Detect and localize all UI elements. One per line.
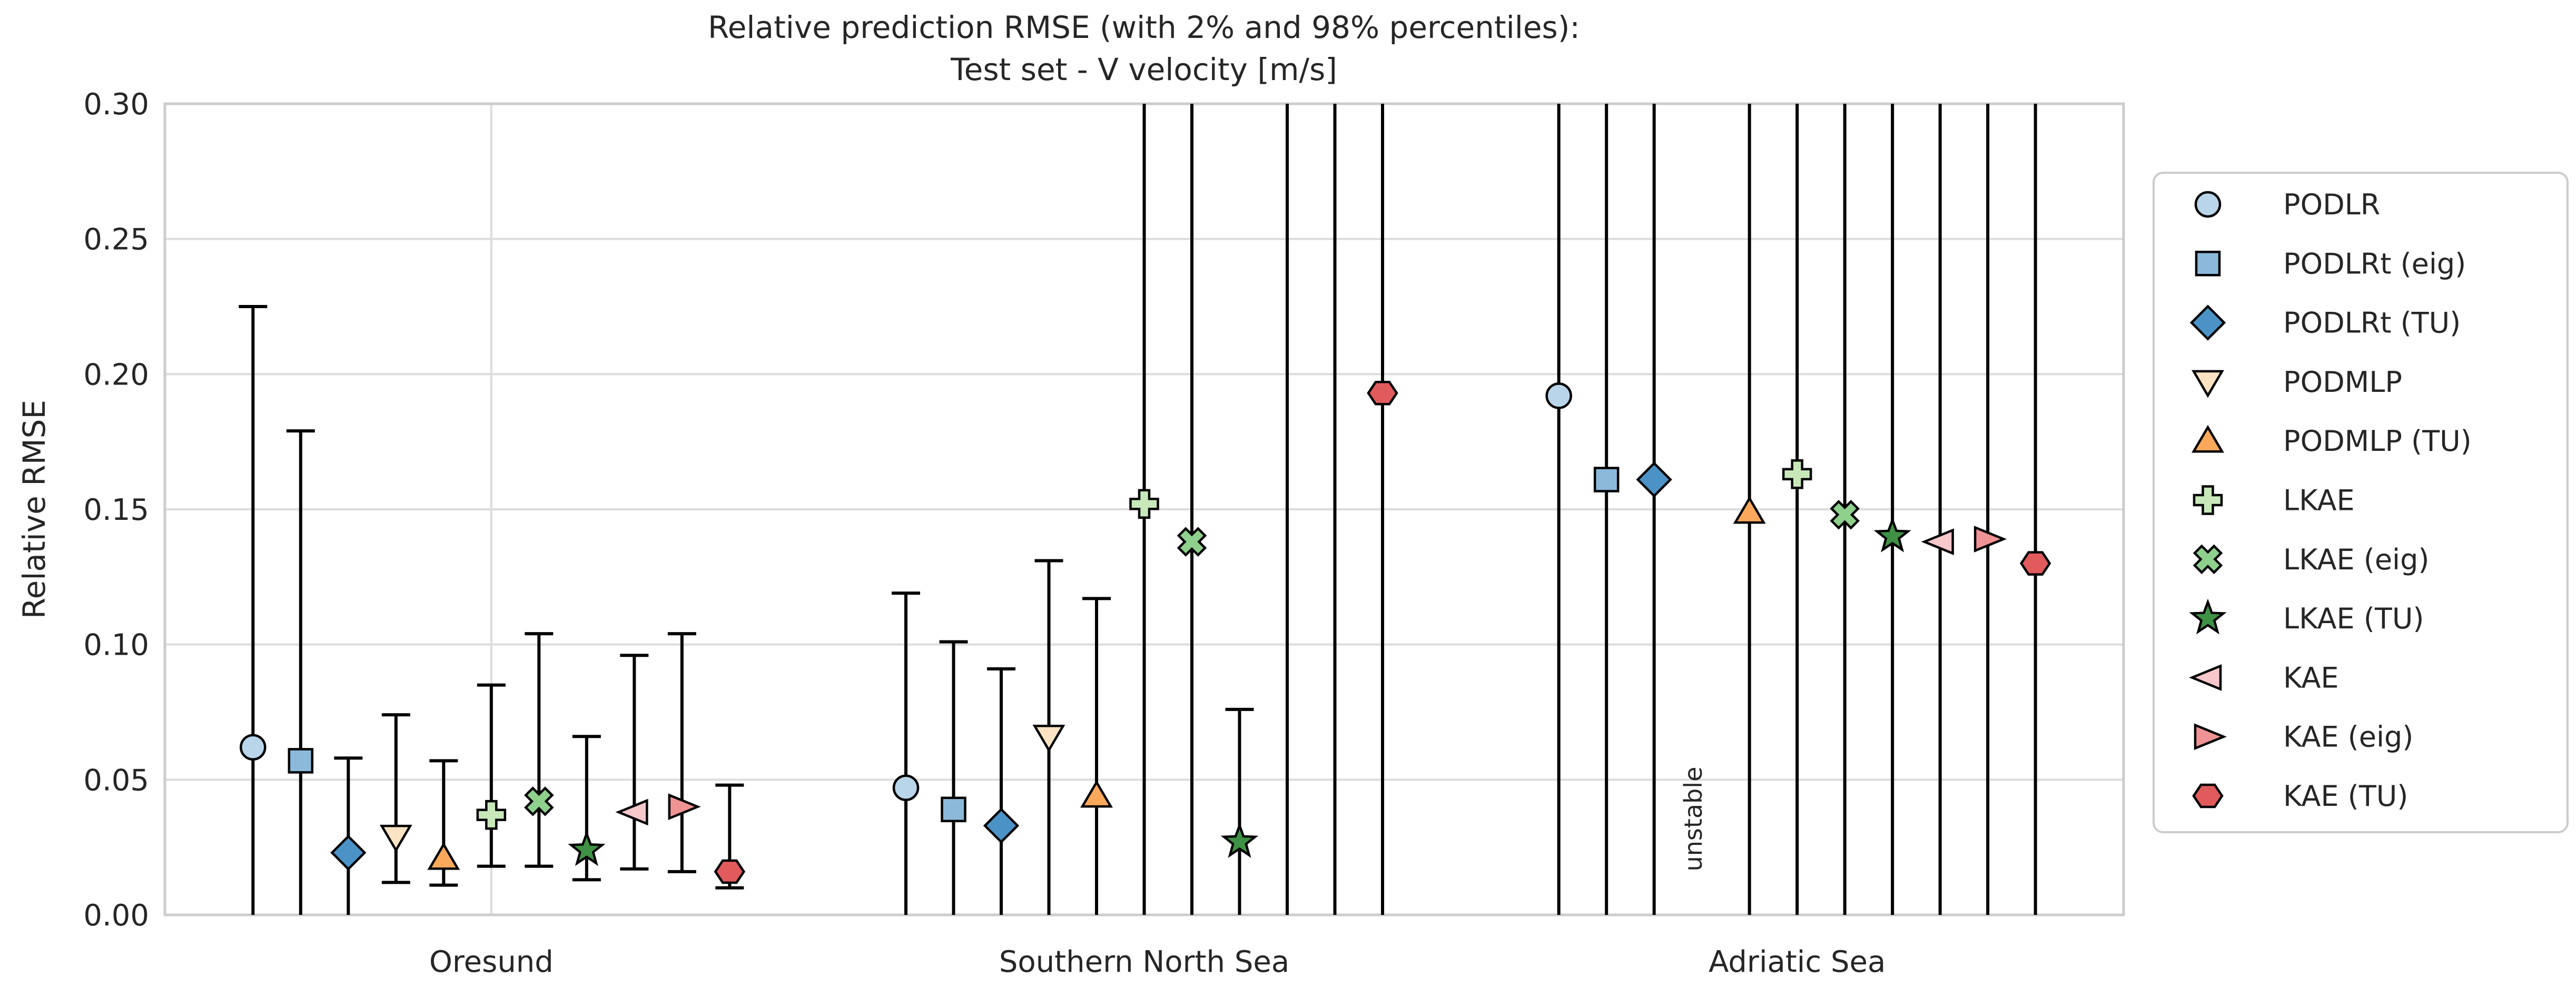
marker-PODLRt (TU)-Oresund xyxy=(330,834,367,871)
marker-PODLR-Adriatic Sea xyxy=(1545,382,1572,409)
legend-item-KAE (eig): KAE (eig) xyxy=(2194,721,2413,754)
legend-marker-hexagon-icon xyxy=(2192,783,2224,808)
marker-PODMLP (TU)-Southern North Sea xyxy=(1080,780,1113,808)
marker-PODMLP-Southern North Sea xyxy=(1032,724,1065,753)
marker-KAE (TU)-Oresund xyxy=(714,859,746,884)
marker-KAE (TU)-Adriatic Sea xyxy=(2019,551,2051,576)
y-tick-label: 0.20 xyxy=(83,358,149,392)
legend-item-LKAE (TU): LKAE (TU) xyxy=(2189,598,2424,635)
chart-title-line2: Test set - V velocity [m/s] xyxy=(950,52,1337,87)
marker-PODLRt (eig)-Oresund xyxy=(288,748,314,774)
legend-item-label: LKAE (eig) xyxy=(2283,543,2429,576)
marker-LKAE (TU)-Southern North Sea xyxy=(1220,822,1259,858)
legend-item-PODMLP (TU): PODMLP (TU) xyxy=(2192,425,2472,458)
marker-LKAE (eig)-Oresund xyxy=(524,786,554,816)
y-tick-label: 0.30 xyxy=(83,87,149,122)
legend-item-label: LKAE xyxy=(2283,484,2355,517)
x-tick-label: Adriatic Sea xyxy=(1709,945,1886,979)
y-tick-label: 0.00 xyxy=(83,899,149,933)
legend-item-PODLRt (eig): PODLRt (eig) xyxy=(2195,247,2466,280)
x-tick-label: Oresund xyxy=(429,945,554,979)
y-tick-label: 0.10 xyxy=(83,628,149,663)
legend-marker-triangle-down-icon xyxy=(2192,370,2224,398)
legend-box xyxy=(2153,172,2569,833)
legend-marker-triangle-right-icon xyxy=(2194,723,2227,751)
axis-ticks: 0.00 0.05 0.10 0.15 0.20 0.25 0.30 Oresund South… xyxy=(83,87,1886,979)
unstable-label: unstable xyxy=(1679,767,1708,872)
y-axis-label: Relative RMSE xyxy=(16,400,52,619)
chart-title-line1: Relative prediction RMSE (with 2% and 98… xyxy=(708,9,1580,45)
marker-KAE (eig)-Oresund xyxy=(668,793,701,821)
marker-LKAE (eig)-Adriatic Sea xyxy=(1830,499,1860,530)
marker-LKAE (TU)-Oresund xyxy=(568,830,606,866)
legend-item-label: PODLR xyxy=(2283,188,2380,221)
legend-item-label: KAE (TU) xyxy=(2283,780,2408,813)
legend-marker-star-icon xyxy=(2189,598,2227,635)
legend-item-PODLR: PODLR xyxy=(2194,188,2380,221)
legend-item-PODMLP: PODMLP xyxy=(2192,366,2402,399)
legend-item-label: PODMLP xyxy=(2283,366,2402,399)
legend-marker-x-icon xyxy=(2193,544,2223,575)
legend: PODLR PODLRt (eig) PODLRt (TU) PODMLP PODMLP… xyxy=(2153,172,2569,833)
y-tick-label: 0.05 xyxy=(83,763,149,797)
legend-item-label: PODLRt (TU) xyxy=(2283,307,2461,340)
legend-item-KAE: KAE xyxy=(2189,661,2339,694)
legend-item-LKAE: LKAE xyxy=(2193,484,2355,517)
legend-item-KAE (TU): KAE (TU) xyxy=(2192,780,2408,813)
legend-item-PODLRt (TU): PODLRt (TU) xyxy=(2189,304,2461,341)
legend-marker-diamond-icon xyxy=(2189,304,2226,341)
y-tick-label: 0.25 xyxy=(83,223,149,257)
marker-LKAE-Oresund xyxy=(476,800,507,830)
marker-PODMLP (TU)-Oresund xyxy=(427,842,460,870)
marker-KAE (eig)-Adriatic Sea xyxy=(1973,526,2007,553)
marker-LKAE-Adriatic Sea xyxy=(1782,459,1812,489)
marker-LKAE-Southern North Sea xyxy=(1129,489,1159,519)
legend-marker-square-icon xyxy=(2195,251,2221,277)
marker-LKAE (eig)-Southern North Sea xyxy=(1177,527,1207,557)
legend-item-LKAE (eig): LKAE (eig) xyxy=(2193,543,2429,576)
marker-KAE-Oresund xyxy=(615,798,648,826)
marker-PODLRt (TU)-Adriatic Sea xyxy=(1636,461,1672,498)
legend-item-label: LKAE (TU) xyxy=(2283,602,2424,635)
marker-PODMLP (TU)-Adriatic Sea xyxy=(1733,496,1766,524)
legend-marker-triangle-left-icon xyxy=(2189,664,2222,691)
marker-KAE-Adriatic Sea xyxy=(1921,528,1954,555)
y-tick-label: 0.15 xyxy=(83,493,149,527)
marker-PODLR-Oresund xyxy=(240,734,267,761)
legend-item-label: KAE (eig) xyxy=(2283,721,2413,754)
marker-PODLRt (TU)-Southern North Sea xyxy=(983,807,1020,844)
marker-PODLRt (eig)-Southern North Sea xyxy=(941,796,966,823)
marker-PODLRt (eig)-Adriatic Sea xyxy=(1593,467,1620,492)
marker-LKAE (TU)-Adriatic Sea xyxy=(1873,516,1911,553)
marker-PODMLP-Oresund xyxy=(379,824,412,853)
legend-marker-triangle-up-icon xyxy=(2192,425,2224,453)
legend-item-label: PODLRt (eig) xyxy=(2283,247,2466,280)
legend-marker-plus-icon xyxy=(2193,485,2223,515)
errorbars: unstable xyxy=(239,104,2051,915)
legend-item-label: KAE xyxy=(2283,661,2339,694)
marker-PODLR-Southern North Sea xyxy=(892,774,920,801)
marker-KAE (TU)-Southern North Sea xyxy=(1367,381,1398,406)
x-tick-label: Southern North Sea xyxy=(999,945,1289,979)
legend-marker-circle-icon xyxy=(2194,191,2222,218)
legend-item-label: PODMLP (TU) xyxy=(2283,425,2472,458)
